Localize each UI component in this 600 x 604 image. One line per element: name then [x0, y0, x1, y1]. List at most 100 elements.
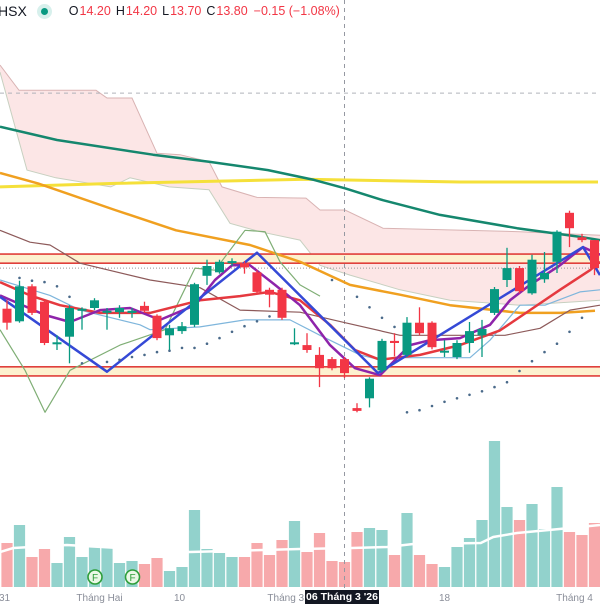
time-axis-label: Tháng 3 — [267, 593, 305, 604]
sar-dot — [480, 390, 484, 393]
volume-bar — [176, 567, 188, 587]
candle-body — [452, 343, 462, 357]
candle — [277, 287, 287, 320]
volume-bar — [188, 510, 201, 587]
candle-body — [315, 354, 324, 369]
volume-bar — [26, 557, 38, 587]
candle-body — [402, 322, 412, 355]
volume-bar — [88, 547, 101, 587]
level-zone — [0, 366, 600, 376]
market-status-dot-icon — [40, 7, 48, 15]
sar-dot — [418, 408, 421, 412]
volume-bar — [438, 567, 451, 587]
time-axis-label: Tháng Hai — [76, 593, 123, 604]
candle — [427, 321, 437, 350]
sar-dot — [143, 353, 146, 357]
candle — [27, 284, 37, 315]
candle-body — [140, 305, 149, 311]
ma-purple-line — [0, 245, 600, 377]
sar-dot — [405, 411, 409, 414]
candle-body — [152, 315, 162, 339]
volume-bar — [463, 538, 476, 587]
volume-bar — [51, 563, 63, 587]
sar-dot — [455, 397, 459, 400]
crosshair-date-label: 06 Tháng 3 '26 — [305, 590, 379, 604]
ma-green-line — [0, 125, 600, 242]
volume-bar — [588, 523, 600, 587]
candle-body — [427, 322, 437, 348]
candle-body — [490, 289, 499, 313]
volume-bar — [351, 532, 363, 587]
sar-dot — [355, 295, 359, 299]
volume-bar — [151, 558, 163, 587]
lagging-olive-line — [0, 229, 321, 413]
candle-body — [77, 308, 87, 311]
candle — [152, 314, 162, 341]
time-axis-label: 31 — [0, 593, 11, 604]
candle-body — [377, 340, 387, 371]
sar-dot — [568, 330, 571, 334]
sar-dot — [430, 404, 434, 408]
candle — [477, 319, 487, 357]
change-value: −0.15 (−1.08%) — [253, 4, 340, 18]
symbol-exchange[interactable]: HSX — [0, 3, 27, 19]
volume-bar — [376, 530, 388, 587]
low-label: L — [162, 4, 170, 18]
candle — [240, 261, 249, 274]
volume-bar — [426, 564, 438, 587]
candle-body — [202, 266, 212, 276]
sar-dot — [155, 350, 159, 354]
candle-body — [15, 286, 24, 322]
sar-dot — [80, 362, 84, 365]
candle-body — [65, 308, 74, 337]
volume-bar — [338, 562, 351, 587]
candle-body — [465, 331, 474, 343]
candle-body — [227, 261, 237, 264]
volume-bar — [201, 549, 213, 587]
candle-body — [102, 310, 112, 313]
volume-bar — [138, 564, 151, 587]
sar-dot — [493, 385, 496, 389]
candle — [315, 347, 324, 388]
candle-body — [540, 273, 549, 280]
volume-bar — [238, 557, 251, 587]
candle — [440, 340, 449, 357]
candle — [302, 333, 312, 353]
volume-bar — [326, 561, 338, 587]
candle-body — [502, 268, 512, 280]
event-marker-1[interactable]: F — [124, 569, 141, 585]
sar-dot — [243, 324, 246, 328]
event-label: F — [129, 573, 135, 584]
sar-dot — [530, 359, 534, 363]
candle — [227, 258, 237, 266]
volume-bar — [163, 571, 176, 587]
volume-bar — [513, 520, 526, 587]
tenkan-lightblue-line — [0, 279, 600, 361]
candle — [115, 305, 124, 318]
sar-dot — [30, 279, 34, 283]
event-marker-0[interactable]: F — [87, 569, 103, 585]
candle — [265, 287, 274, 308]
volume-bar — [276, 540, 288, 587]
volume-bar — [63, 537, 76, 587]
volume-bar — [363, 528, 376, 587]
sar-dot — [268, 315, 271, 318]
candle-body — [177, 326, 187, 332]
zigzag-blue-line — [0, 245, 600, 375]
candle — [290, 328, 299, 346]
candle — [552, 230, 562, 273]
candle — [352, 403, 362, 413]
candle-body — [515, 268, 524, 292]
volume-bar — [526, 504, 538, 587]
event-label: F — [92, 573, 98, 584]
volume-bar — [488, 441, 501, 587]
candle-body — [265, 289, 274, 295]
candle-body — [90, 300, 99, 308]
sar-dot — [218, 336, 221, 340]
candle — [140, 301, 149, 313]
volume-bar — [113, 563, 126, 587]
candle-body — [327, 359, 337, 369]
sar-dot — [505, 380, 509, 384]
candle-body — [27, 286, 37, 313]
